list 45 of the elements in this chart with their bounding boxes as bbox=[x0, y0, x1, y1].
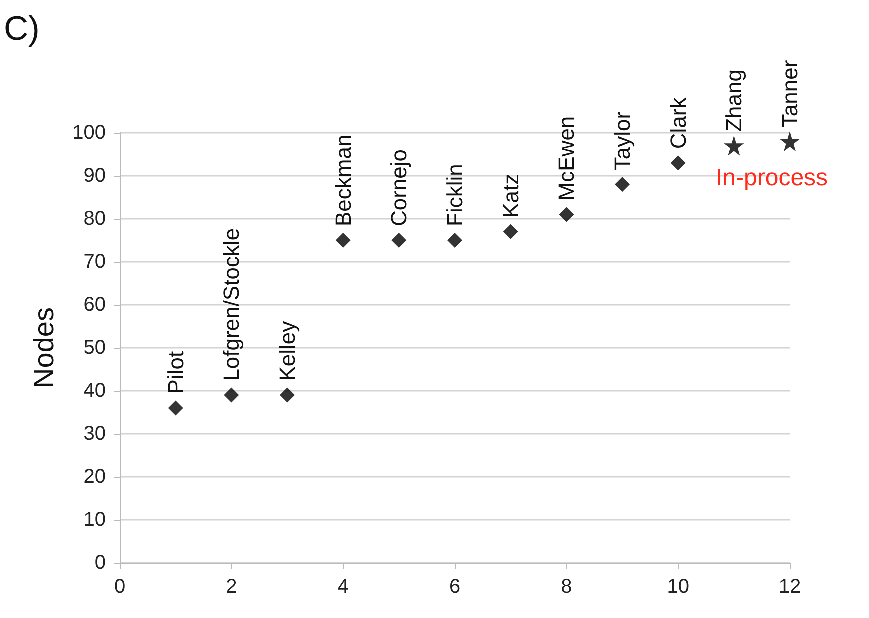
point bbox=[448, 233, 462, 248]
y-tick-label: 20 bbox=[84, 466, 106, 488]
x-tick-label: 12 bbox=[778, 576, 802, 598]
annotation: Taylor bbox=[610, 112, 635, 171]
point bbox=[224, 388, 240, 403]
annotation: Katz bbox=[498, 174, 524, 218]
point bbox=[168, 400, 184, 416]
y-tick-label: 60 bbox=[84, 294, 106, 316]
point bbox=[780, 132, 800, 152]
x-tick-label: 10 bbox=[667, 576, 690, 598]
annotation: Cornejo bbox=[386, 149, 412, 226]
annotation: Pilot bbox=[163, 351, 188, 394]
annotation: Zhang bbox=[722, 70, 747, 132]
annotation: Beckman bbox=[330, 134, 356, 226]
point bbox=[670, 156, 686, 171]
point bbox=[280, 388, 295, 403]
y-tick-label: 30 bbox=[84, 423, 106, 445]
y-axis-title: Nodes bbox=[28, 308, 60, 388]
x-tick-label: 8 bbox=[561, 576, 572, 598]
point bbox=[559, 207, 574, 222]
x-tick-label: 0 bbox=[114, 576, 126, 598]
point bbox=[503, 224, 518, 240]
x-tick-label: 6 bbox=[449, 576, 461, 598]
y-tick-label: 0 bbox=[94, 552, 106, 574]
point bbox=[724, 136, 744, 156]
annotation: Ficklin bbox=[442, 164, 468, 226]
annotation: Clark bbox=[666, 96, 691, 150]
y-tick-label: 40 bbox=[84, 380, 106, 402]
annotation: In-process bbox=[716, 164, 828, 192]
point bbox=[615, 177, 630, 192]
annotation: Kelley bbox=[275, 321, 300, 382]
annotation: Lofgren/Stockle bbox=[219, 228, 244, 382]
x-tick-label: 4 bbox=[338, 576, 349, 598]
x-tick-label: 2 bbox=[226, 576, 238, 598]
y-tick-label: 100 bbox=[72, 122, 106, 144]
y-tick-label: 70 bbox=[84, 251, 106, 273]
point bbox=[336, 233, 351, 248]
y-tick-label: 50 bbox=[84, 337, 106, 359]
y-tick-label: 80 bbox=[84, 208, 106, 230]
y-tick-label: 10 bbox=[84, 509, 106, 531]
y-tick-label: 90 bbox=[84, 165, 106, 187]
annotation: McEwen bbox=[554, 116, 580, 201]
annotation: Tanner bbox=[778, 60, 802, 128]
text: C) bbox=[4, 10, 40, 48]
point bbox=[392, 233, 407, 248]
